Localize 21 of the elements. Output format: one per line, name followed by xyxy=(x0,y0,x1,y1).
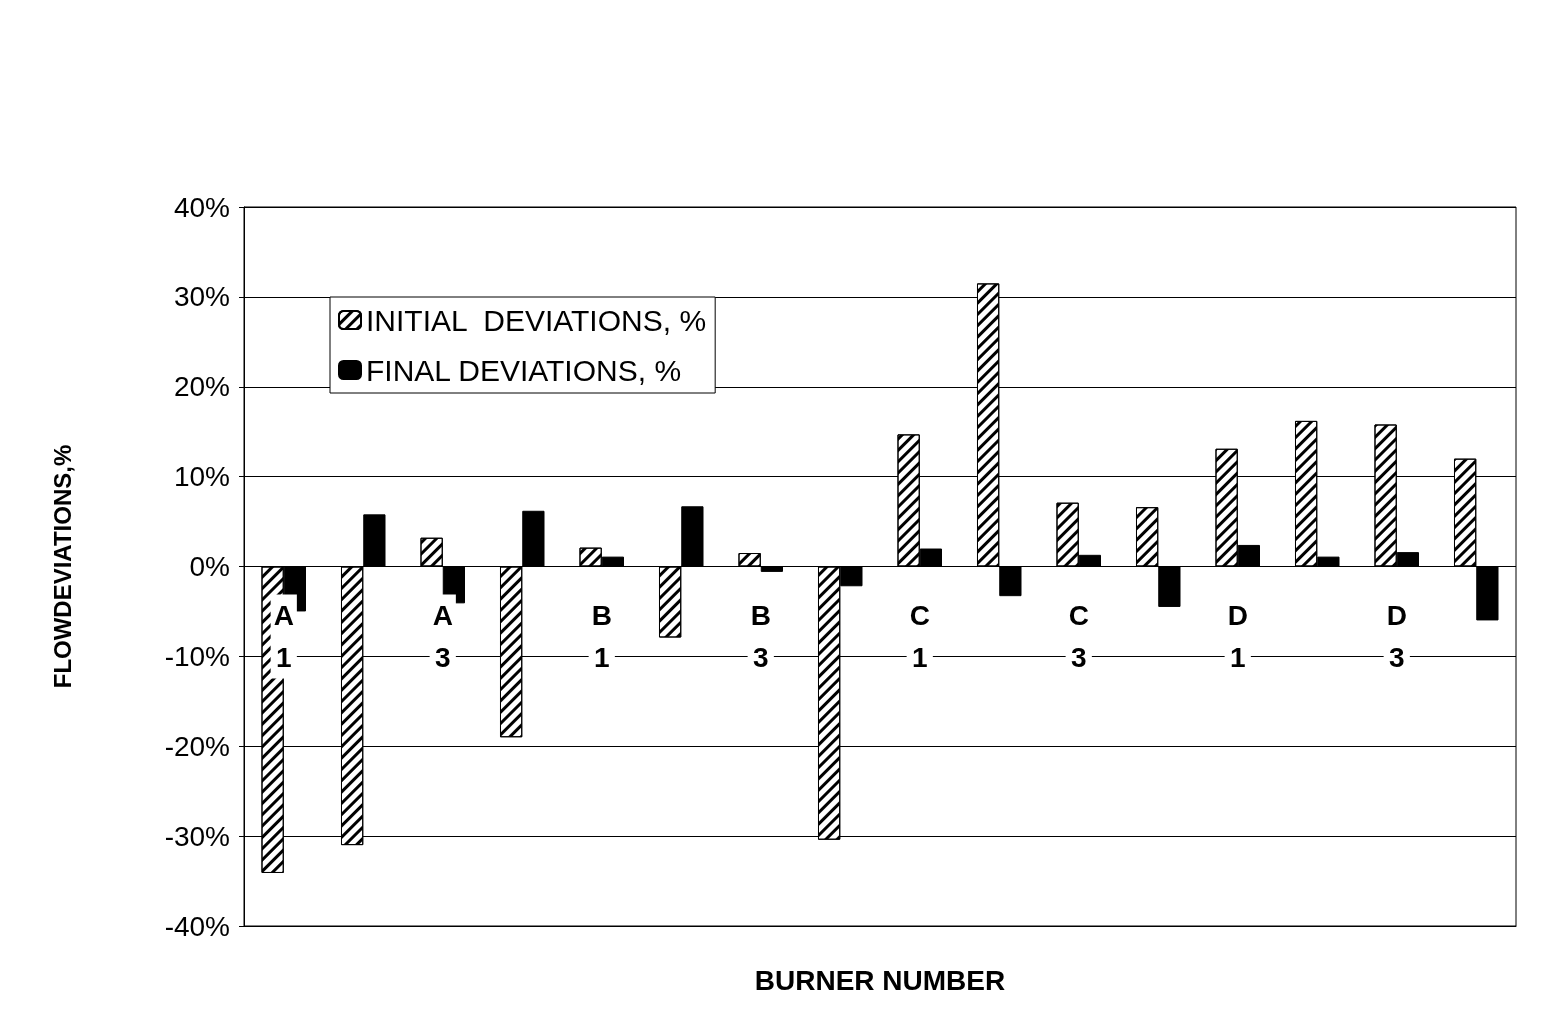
x-tick-label: D 3 xyxy=(1386,600,1407,673)
y-tick-label: -20% xyxy=(164,730,230,762)
legend-label: FINAL DEVIATIONS, % xyxy=(366,353,682,387)
x-tick-label: B 3 xyxy=(750,600,771,673)
x-tick-label: C 3 xyxy=(1068,600,1089,673)
y-tick-label: -40% xyxy=(164,910,230,942)
x-tick-label: B 1 xyxy=(591,600,612,673)
y-tick-label: -10% xyxy=(164,640,230,672)
y-tick-label: -30% xyxy=(164,820,230,852)
y-axis-title: FLOWDEVIATIONS,% xyxy=(48,444,76,689)
y-tick-label: 0% xyxy=(189,551,230,582)
x-tick-label: A 3 xyxy=(432,600,453,673)
y-tick-label: 10% xyxy=(173,461,230,493)
legend-label: INITIAL DEVIATIONS, % xyxy=(366,303,707,337)
x-axis-title: BURNER NUMBER xyxy=(754,964,1006,996)
y-tick-label: 30% xyxy=(173,281,230,313)
x-tick-label: C 1 xyxy=(909,600,930,673)
y-tick-label: 40% xyxy=(173,191,230,223)
x-tick-label: D 1 xyxy=(1227,600,1248,673)
x-tick-label: A 1 xyxy=(273,600,294,673)
y-tick-label: 20% xyxy=(173,371,230,403)
